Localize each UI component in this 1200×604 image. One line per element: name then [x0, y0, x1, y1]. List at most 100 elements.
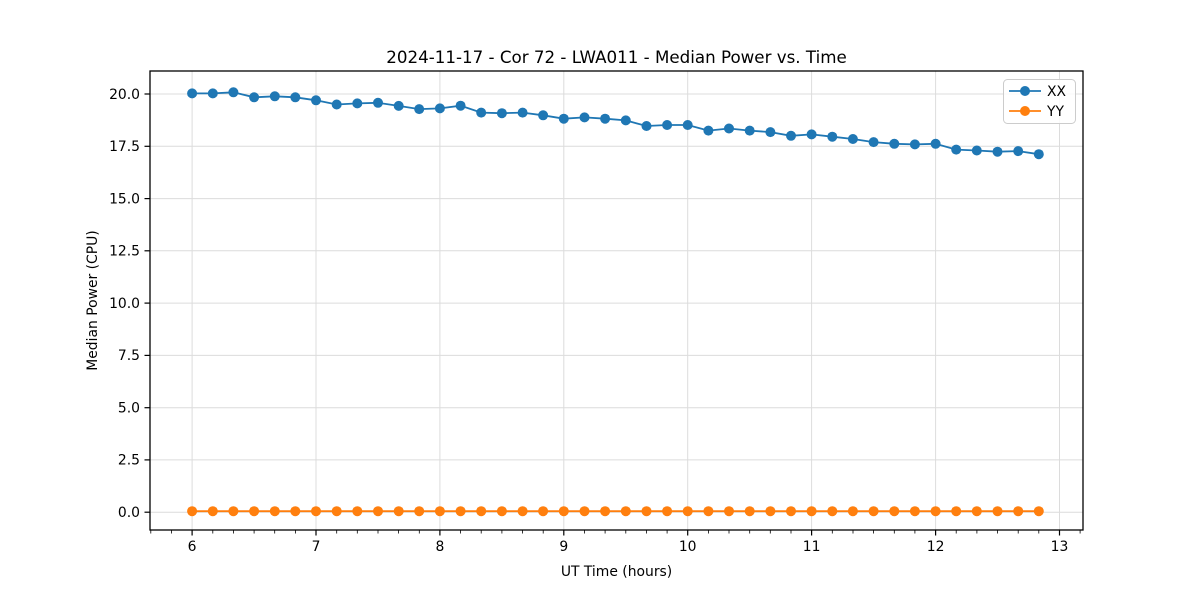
data-point-marker [744, 125, 755, 136]
data-point-marker [290, 92, 301, 103]
grid [150, 71, 1083, 530]
data-point-marker [868, 506, 879, 517]
data-point-marker [847, 134, 858, 144]
data-point-marker [724, 506, 734, 517]
legend-label: YY [1046, 104, 1064, 120]
data-point-marker [827, 131, 838, 142]
data-point-marker [311, 506, 321, 517]
data-point-marker [992, 506, 1003, 517]
data-point-marker [1033, 149, 1044, 160]
data-point-marker [331, 506, 342, 517]
data-point-marker [806, 129, 817, 140]
data-point-marker [393, 100, 404, 111]
data-point-marker [187, 88, 198, 99]
data-point-marker [1013, 146, 1024, 157]
data-point-marker [889, 138, 900, 149]
data-point-marker [579, 506, 590, 517]
y-tick-label: 12.5 [109, 244, 140, 260]
x-tick-label: 7 [312, 539, 321, 555]
y-tick-label: 15.0 [109, 191, 140, 207]
data-point-marker [496, 108, 507, 119]
data-point-marker [290, 506, 301, 517]
data-point-marker [765, 127, 776, 138]
data-point-marker [311, 95, 321, 106]
data-point-marker [909, 139, 920, 150]
data-point-marker [951, 506, 962, 517]
data-point-marker [517, 506, 528, 517]
x-tick-label: 8 [435, 539, 444, 555]
legend-marker [1020, 86, 1030, 96]
data-point-marker [269, 91, 280, 102]
data-point-marker [682, 506, 693, 517]
data-point-marker [331, 99, 342, 110]
chart-title: 2024-11-17 - Cor 72 - LWA011 - Median Po… [386, 47, 847, 67]
plot-border [149, 70, 1084, 531]
data-point-marker [600, 113, 611, 124]
x-tick-label: 13 [1051, 539, 1069, 555]
data-point-marker [724, 123, 734, 134]
x-axis: 6 7 8 9 10 11 12 13 [150, 530, 1081, 555]
data-point-marker [662, 506, 673, 517]
data-point-marker [455, 506, 466, 517]
y-tick-label: 17.5 [109, 139, 140, 155]
data-point-marker [641, 121, 652, 131]
data-point-marker [765, 506, 776, 517]
data-point-marker [476, 506, 487, 517]
data-point-marker [744, 506, 755, 517]
data-point-marker [393, 506, 404, 517]
data-point-marker [662, 120, 673, 130]
x-tick-label: 9 [559, 539, 568, 555]
data-point-marker [930, 138, 941, 149]
data-point-marker [352, 506, 363, 517]
data-point-marker [1013, 506, 1024, 517]
data-point-marker [249, 92, 260, 103]
x-axis-label: UT Time (hours) [561, 564, 672, 580]
data-point-marker [703, 125, 714, 136]
data-point-marker [600, 506, 611, 517]
series-YY [187, 506, 1044, 517]
x-tick-label: 11 [803, 539, 821, 555]
data-point-marker [682, 120, 693, 130]
data-point-marker [496, 506, 507, 517]
data-point-marker [620, 115, 631, 126]
data-point-marker [847, 506, 858, 517]
legend: XX YY [1003, 79, 1076, 124]
data-point-marker [930, 506, 941, 517]
x-tick-label: 10 [679, 539, 697, 555]
data-point-marker [1033, 506, 1044, 517]
y-tick-label: 20.0 [109, 87, 140, 103]
data-point-marker [207, 506, 218, 517]
data-point-marker [786, 506, 796, 517]
data-point-marker [434, 506, 445, 517]
data-point-marker [992, 146, 1003, 157]
y-tick-label: 0.0 [118, 505, 140, 521]
data-point-marker [517, 107, 528, 118]
data-point-marker [971, 506, 982, 517]
data-point-marker [414, 506, 425, 517]
y-tick-label: 5.0 [118, 401, 140, 417]
data-point-marker [579, 112, 590, 123]
y-axis: 0.0 2.5 5.0 7.5 10.0 12.5 15.0 17.5 20.0 [109, 87, 150, 521]
y-tick-label: 2.5 [118, 453, 140, 469]
data-point-marker [641, 506, 652, 517]
data-point-marker [558, 113, 569, 124]
data-point-marker [249, 506, 260, 517]
data-point-marker [951, 144, 962, 155]
data-point-marker [228, 506, 239, 517]
series-XX [187, 87, 1044, 160]
data-point-marker [558, 506, 569, 517]
legend-label: XX [1047, 84, 1067, 100]
y-axis-label: Median Power (CPU) [85, 230, 101, 370]
data-point-marker [373, 97, 383, 108]
data-point-marker [187, 506, 198, 517]
x-tick-label: 12 [927, 539, 945, 555]
y-tick-label: 10.0 [109, 296, 140, 312]
data-point-marker [434, 103, 445, 114]
data-point-marker [538, 110, 549, 121]
data-point-marker [476, 107, 487, 118]
data-point-marker [703, 506, 714, 517]
data-point-marker [373, 506, 383, 517]
data-point-marker [352, 98, 363, 109]
